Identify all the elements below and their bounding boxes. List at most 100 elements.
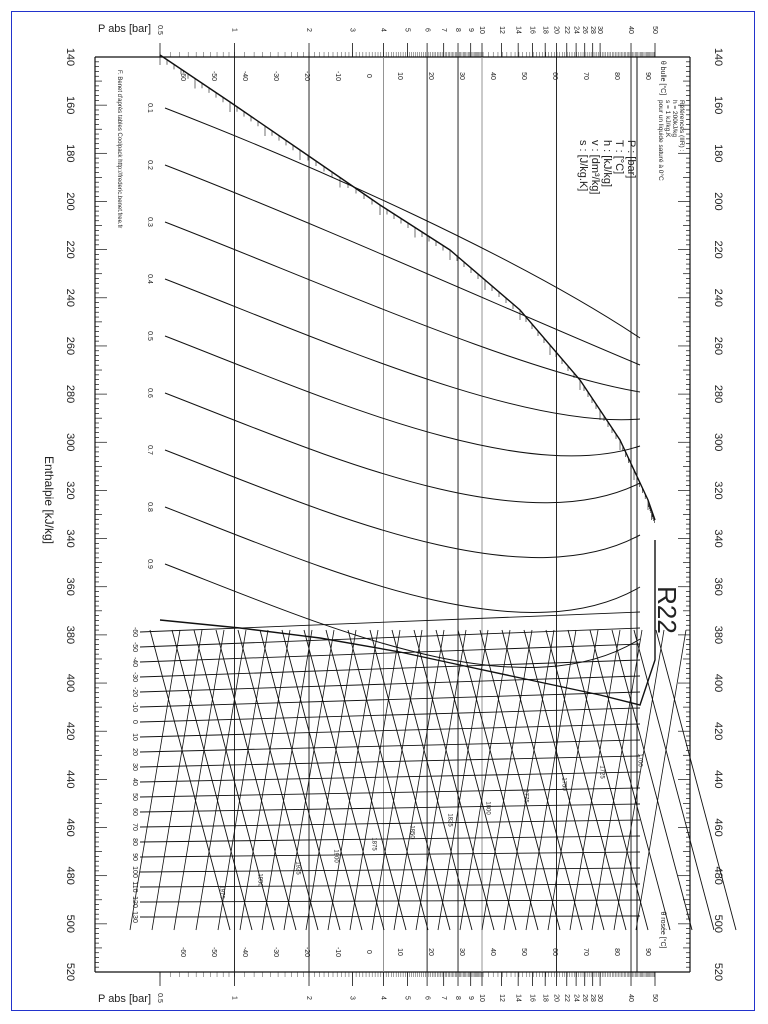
- pressure-tick-label-bottom: 22: [563, 994, 570, 1002]
- isentrope-line: [281, 629, 363, 931]
- isochore-line: [349, 629, 401, 931]
- saturation-temp-label-top: -50: [210, 71, 217, 81]
- isochore-line: [129, 629, 181, 931]
- saturation-temp-label-bottom: 20: [427, 948, 434, 956]
- isochore-line: [547, 629, 599, 931]
- superheat-temp-label: 70: [131, 823, 138, 831]
- pressure-tick-label-bottom: 0.5: [156, 993, 163, 1003]
- saturation-temp-label-bottom: -30: [272, 947, 279, 957]
- enthalpy-tick-label-left: 500: [64, 915, 76, 933]
- pressure-tick-label-top: 12: [498, 26, 505, 34]
- pressure-tick-label-bottom: 5: [404, 996, 411, 1000]
- saturation-temp-label-top: 70: [582, 72, 589, 80]
- enthalpy-tick-label-left: 480: [64, 867, 76, 885]
- pressure-tick-label-bottom: 50: [651, 994, 658, 1002]
- isochore-line: [415, 629, 467, 931]
- isotherm-line: [139, 755, 641, 768]
- pressure-axis-label-bottom: P abs [bar]: [98, 993, 151, 1005]
- pressure-tick-label-top: 24: [572, 26, 579, 34]
- saturation-temp-label-bottom: 70: [582, 948, 589, 956]
- quality-line-label: 0.7: [146, 445, 153, 455]
- superheat-temp-label: 80: [131, 838, 138, 846]
- saturation-temp-label-bottom: -10: [334, 947, 341, 957]
- isentrope-line: [567, 629, 649, 931]
- enthalpy-tick-label-left: 140: [64, 48, 76, 66]
- enthalpy-tick-label-left: 280: [64, 385, 76, 403]
- entropy-label: 1925: [294, 861, 300, 875]
- pressure-tick-label-top: 7: [440, 28, 447, 32]
- isochore-line: [239, 629, 291, 931]
- isotherm-line: [139, 691, 641, 708]
- pressure-tick-label-bottom: 40: [627, 994, 634, 1002]
- enthalpy-tick-label-left: 400: [64, 674, 76, 692]
- enthalpy-tick-label-right: 300: [712, 433, 724, 451]
- enthalpy-tick-label-right: 260: [712, 337, 724, 355]
- quality-line-label: 0.5: [146, 331, 153, 341]
- isochore-line: [437, 629, 489, 931]
- enthalpy-tick-label-left: 460: [64, 818, 76, 836]
- superheat-temp-label: 0: [131, 720, 138, 724]
- isentrope-line: [215, 629, 297, 931]
- quality-line: [164, 278, 641, 421]
- saturation-temp-label-top: 60: [551, 72, 558, 80]
- isotherm-line: [139, 771, 641, 783]
- pressure-tick-label-bottom: 2: [305, 996, 312, 1000]
- isochore-line: [613, 629, 665, 931]
- pressure-tick-label-bottom: 14: [514, 994, 521, 1002]
- enthalpy-tick-label-right: 440: [712, 770, 724, 788]
- saturation-temp-label-bottom: -40: [241, 947, 248, 957]
- pressure-tick-label-top: 1: [231, 28, 238, 32]
- enthalpy-tick-label-right: 500: [712, 915, 724, 933]
- entropy-label: 1825: [446, 813, 452, 827]
- isentrope-line: [259, 629, 341, 931]
- isochore-line: [151, 629, 203, 931]
- quality-line-label: 0.6: [146, 388, 153, 398]
- superheat-temp-label: -20: [131, 687, 138, 697]
- enthalpy-tick-label-left: 440: [64, 770, 76, 788]
- pressure-tick-label-bottom: 8: [454, 996, 461, 1000]
- saturation-temp-label-top: -10: [334, 71, 341, 81]
- isochore-line: [591, 629, 643, 931]
- isentrope-line: [391, 629, 473, 931]
- saturation-temp-label-top: 40: [489, 72, 496, 80]
- enthalpy-tick-label-left: 320: [64, 481, 76, 499]
- isotherm-line: [139, 707, 641, 723]
- isentrope-line: [193, 629, 275, 931]
- pressure-tick-label-top: 0.5: [156, 25, 163, 35]
- legend-entry: P : [bar]: [625, 140, 637, 178]
- isotherm-line: [139, 611, 641, 633]
- isentrope-line: [149, 629, 231, 931]
- quality-line: [164, 449, 641, 559]
- isentrope-line: [655, 629, 737, 931]
- enthalpy-tick-label-left: 200: [64, 192, 76, 210]
- enthalpy-tick-label-left: 260: [64, 337, 76, 355]
- isotherm-line: [139, 675, 641, 693]
- enthalpy-tick-label-right: 480: [712, 867, 724, 885]
- isochore-line: [195, 629, 247, 931]
- isochore-line: [217, 629, 269, 931]
- saturation-temp-label-top: 20: [427, 72, 434, 80]
- saturation-temp-label-top: -60: [179, 71, 186, 81]
- isotherm-line: [139, 883, 641, 888]
- isochore-line: [393, 629, 445, 931]
- enthalpy-tick-label-right: 320: [712, 481, 724, 499]
- isotherm-line: [139, 627, 641, 648]
- entropy-label: 1975: [218, 885, 224, 899]
- isentrope-line: [237, 629, 319, 931]
- pressure-tick-label-top: 20: [553, 26, 560, 34]
- isochore-line: [305, 629, 357, 931]
- pressure-tick-label-top: 28: [589, 26, 596, 34]
- quality-line-label: 0.8: [146, 502, 153, 512]
- pressure-tick-label-bottom: 10: [478, 994, 485, 1002]
- entropy-label: 1850: [408, 825, 414, 839]
- quality-line: [164, 164, 641, 366]
- pressure-tick-label-bottom: 20: [553, 994, 560, 1002]
- entropy-label: 1725: [598, 765, 604, 779]
- reference-note: s = 1 kJ/kg.K: [664, 100, 671, 138]
- superheat-temp-label: 90: [131, 853, 138, 861]
- quality-line-label: 0.9: [146, 559, 153, 569]
- superheat-temp-label: 100: [131, 866, 138, 878]
- saturation-temp-label-top: 80: [613, 72, 620, 80]
- pressure-tick-label-bottom: 18: [541, 994, 548, 1002]
- pressure-tick-label-bottom: 4: [380, 996, 387, 1000]
